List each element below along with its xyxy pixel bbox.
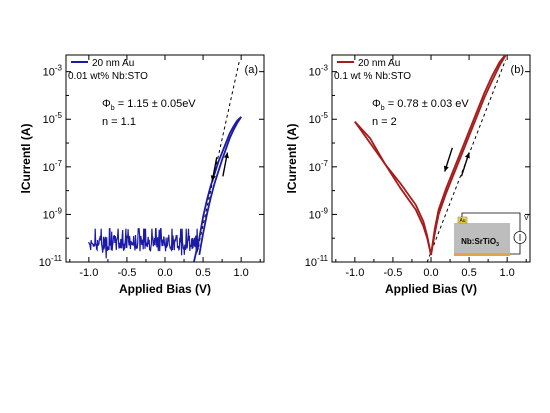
y-tick-label: 10-3 <box>43 64 63 79</box>
x-tick-label: 0.0 <box>157 267 172 279</box>
y-tick-label: 10-9 <box>309 206 329 221</box>
x-tick-label: 0.5 <box>195 267 210 279</box>
panel-label: (b) <box>511 64 524 76</box>
y-tick-label: 10-7 <box>309 159 329 174</box>
barrier-height-annotation: Φb = 0.78 ± 0.03 eV <box>372 98 469 112</box>
inset-substrate <box>454 223 510 255</box>
inset-au-contact <box>457 216 468 224</box>
sweep-arrow-head <box>210 175 216 182</box>
panel-label: (a) <box>245 64 258 76</box>
y-tick-label: 10-11 <box>39 254 63 269</box>
series-reverse-sweep <box>354 55 507 256</box>
series-forward-sweep <box>354 55 507 256</box>
fit-line <box>196 59 241 253</box>
inset-v-label: V <box>524 215 529 222</box>
y-tick-label: 10-5 <box>309 111 329 126</box>
legend-sample-label: 0.1 wt % Nb:STO <box>334 71 411 82</box>
x-tick-label: -1.0 <box>345 267 364 279</box>
y-tick-label: 10-11 <box>305 254 329 269</box>
series-forward-sweep <box>193 116 242 262</box>
inset-substrate-label: Nb:SrTiO3 <box>461 237 499 248</box>
y-tick-label: 10-5 <box>43 111 63 126</box>
x-tick-label: 0.5 <box>461 267 476 279</box>
y-tick-label: 10-3 <box>309 64 329 79</box>
ideality-annotation: n = 1.1 <box>102 116 136 128</box>
inset-wire-top <box>461 212 521 231</box>
y-axis-label: lCurrentl (A) <box>19 124 33 194</box>
panel-a-chart: -1.0 -0.5 0.0 0.5 1.0 10-11 10-9 10-7 10-5 10-3 Ap… <box>19 54 265 296</box>
inset-back-contact <box>454 253 510 256</box>
ideality-annotation: n = 2 <box>372 116 397 128</box>
series-reverse-sweep <box>198 116 242 256</box>
x-tick-label: -1.0 <box>79 267 98 279</box>
x-tick-label: 1.0 <box>500 267 515 279</box>
x-axis-label: Applied Bias (V) <box>385 282 477 296</box>
sweep-arrow-head <box>464 152 470 159</box>
y-axis-label: lCurrentl (A) <box>285 124 299 194</box>
x-tick-label: -0.5 <box>383 267 402 279</box>
panel-b-chart: -1.0 -0.5 0.0 0.5 1.0 10-11 10-9 10-7 10-5 10-3 Ap… <box>285 54 531 296</box>
x-tick-label: 1.0 <box>234 267 249 279</box>
noise-trace <box>88 228 200 259</box>
legend-label: 20 nm Au <box>358 58 400 69</box>
legend-sample-label: 0.01 wt% Nb:STO <box>68 71 148 82</box>
legend-label: 20 nm Au <box>92 58 134 69</box>
y-tick-label: 10-9 <box>43 206 63 221</box>
inset-wire-bottom <box>510 244 521 255</box>
inset-au-label: Au <box>459 218 465 224</box>
x-axis-label: Applied Bias (V) <box>119 282 211 296</box>
sweep-arrow-head <box>443 165 449 172</box>
sweep-arrow-head <box>223 152 229 159</box>
plot-area <box>88 59 242 262</box>
x-tick-label: 0.0 <box>423 267 438 279</box>
barrier-height-annotation: Φb = 1.15 ± 0.05eV <box>102 98 196 112</box>
y-tick-label: 10-7 <box>43 159 63 174</box>
x-tick-label: -0.5 <box>117 267 136 279</box>
